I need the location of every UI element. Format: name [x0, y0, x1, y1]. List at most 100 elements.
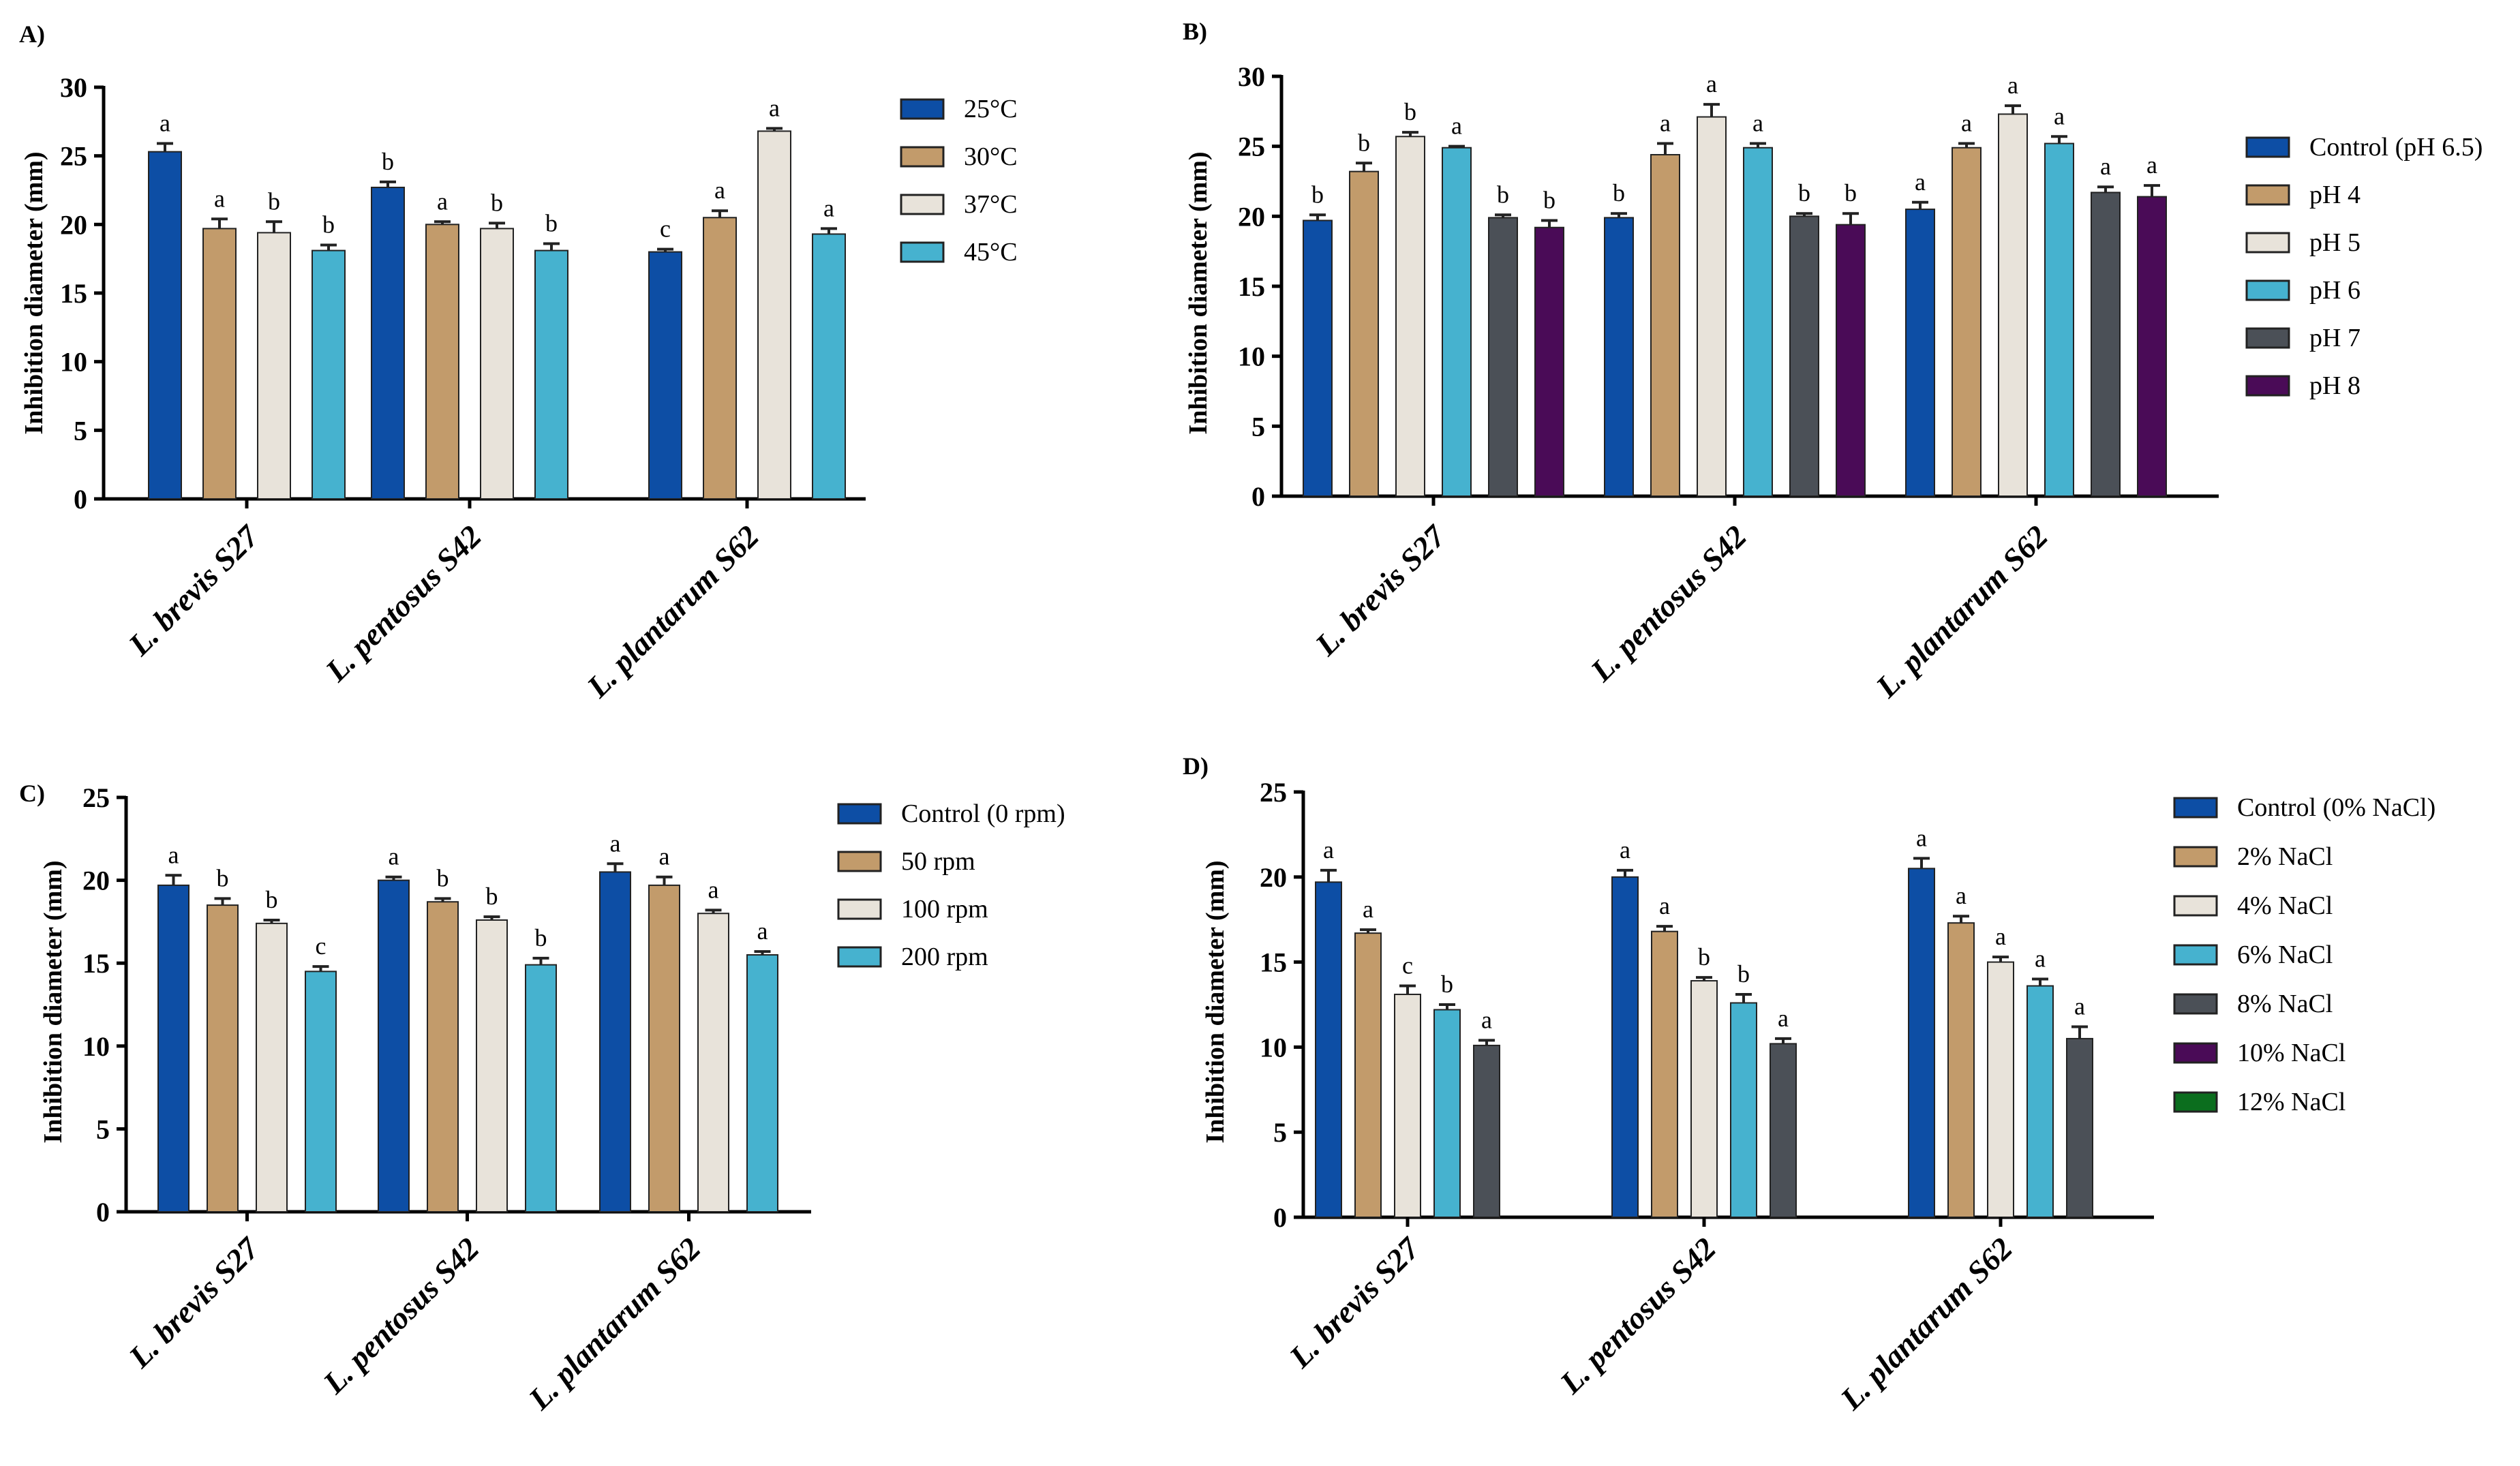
bar	[1433, 1009, 1461, 1219]
y-tick-label: 20	[1238, 201, 1265, 232]
y-tick-label: 5	[1251, 411, 1265, 442]
bar	[480, 228, 514, 500]
bar	[157, 884, 189, 1212]
bar	[1534, 226, 1564, 497]
bar	[1998, 113, 2028, 497]
category-label: L. brevis S27	[121, 1230, 267, 1375]
legend-label: pH 5	[2309, 228, 2360, 257]
significance-letter: c	[1402, 952, 1413, 979]
significance-letter: b	[268, 187, 280, 215]
significance-letter: b	[1404, 98, 1416, 125]
legend-swatch	[2173, 944, 2218, 966]
bar	[648, 251, 682, 500]
y-tick-label: 15	[82, 948, 110, 979]
category-label: L. pentosus S42	[318, 519, 488, 688]
legend-swatch	[837, 803, 882, 825]
legend-label: Control (0% NaCl)	[2237, 793, 2435, 822]
y-tick-label: 10	[1260, 1032, 1287, 1063]
bar	[1395, 136, 1425, 497]
bar	[371, 186, 405, 500]
bar	[746, 954, 778, 1213]
legend-swatch	[2173, 1042, 2218, 1064]
significance-letter: a	[2035, 945, 2046, 973]
bar	[378, 879, 410, 1212]
significance-letter: b	[535, 924, 547, 951]
significance-letter: a	[437, 187, 448, 215]
y-tick-label: 0	[1251, 481, 1265, 512]
y-tick-label: 20	[82, 866, 110, 896]
legend-label: Control (0 rpm)	[901, 799, 1065, 828]
bar	[2137, 196, 2167, 497]
bar	[476, 919, 508, 1213]
category-label: L. brevis S27	[1308, 518, 1453, 663]
category-label: L. pentosus S42	[316, 1231, 485, 1401]
significance-letter: b	[1441, 971, 1453, 998]
panel-label: C)	[19, 780, 45, 807]
significance-letter: a	[769, 94, 780, 121]
bar	[1697, 116, 1727, 497]
legend-swatch	[900, 146, 945, 168]
bar	[703, 217, 737, 500]
significance-letter: a	[1659, 892, 1670, 919]
bar	[427, 901, 459, 1212]
bar	[148, 151, 182, 500]
y-tick-label: 15	[1238, 271, 1265, 302]
y-tick-label: 25	[82, 782, 110, 813]
category-label: L. pentosus S42	[1553, 1231, 1722, 1401]
chart-panel-b: B) 0 5 10 15 20 25 30 Inhibition diameter (mm) b b…	[1183, 18, 2483, 705]
bar	[534, 249, 568, 500]
significance-letter: a	[1363, 896, 1373, 923]
y-tick-label: 20	[60, 209, 87, 240]
legend-label: pH 8	[2309, 371, 2360, 400]
y-axis-title: Inhibition diameter (mm)	[1184, 151, 1213, 434]
significance-letter: a	[1915, 168, 1926, 196]
category-label: L. plantarum S62	[1868, 519, 2054, 705]
bar	[1987, 961, 2014, 1218]
significance-letter: a	[708, 876, 719, 903]
y-tick-label: 30	[1238, 61, 1265, 92]
y-axis-title: Inhibition diameter (mm)	[1201, 860, 1230, 1143]
significance-letter: a	[1752, 110, 1763, 137]
chart-panel-c: C) 0 5 10 15 20 25 Inhibition diameter (mm) a b b c…	[19, 780, 1065, 1417]
y-tick-label: 0	[74, 484, 87, 515]
y-tick-label: 0	[1273, 1202, 1287, 1233]
legend-swatch	[2245, 184, 2290, 206]
significance-letter: a	[214, 185, 225, 212]
significance-letter: b	[1845, 179, 1857, 207]
bar	[1611, 876, 1639, 1219]
significance-letter: a	[1451, 112, 1462, 140]
significance-letter: b	[437, 864, 449, 891]
significance-letter: a	[389, 843, 399, 870]
legend-label: 100 rpm	[901, 895, 988, 923]
bar	[305, 971, 337, 1212]
y-tick-label: 25	[60, 141, 87, 172]
bar	[1650, 153, 1680, 497]
legend-label: 45°C	[964, 238, 1018, 266]
bar	[812, 233, 846, 500]
significance-letter: b	[491, 189, 503, 216]
legend-label: 200 rpm	[901, 943, 988, 971]
y-tick-label: 15	[1260, 947, 1287, 978]
y-tick-label: 5	[74, 415, 87, 446]
bar	[2091, 192, 2121, 497]
category-label: L. pentosus S42	[1583, 519, 1753, 688]
bar	[1604, 217, 1634, 497]
significance-letter: b	[1311, 181, 1324, 208]
bar	[599, 871, 631, 1212]
y-tick-label: 25	[1260, 777, 1287, 808]
legend-label: 12% NaCl	[2237, 1088, 2346, 1116]
category-label: L. plantarum S62	[521, 1231, 708, 1417]
bar	[1836, 224, 1866, 497]
legend-swatch	[900, 194, 945, 215]
significance-letter: a	[2054, 102, 2065, 129]
significance-letter: a	[1620, 836, 1630, 864]
panel-label: B)	[1183, 18, 1207, 45]
bar	[425, 224, 459, 500]
significance-letter: b	[1798, 179, 1810, 207]
legend-label: 25°C	[964, 95, 1018, 123]
legend-label: 50 rpm	[901, 847, 975, 876]
bar	[1473, 1044, 1500, 1219]
bar	[207, 904, 239, 1212]
